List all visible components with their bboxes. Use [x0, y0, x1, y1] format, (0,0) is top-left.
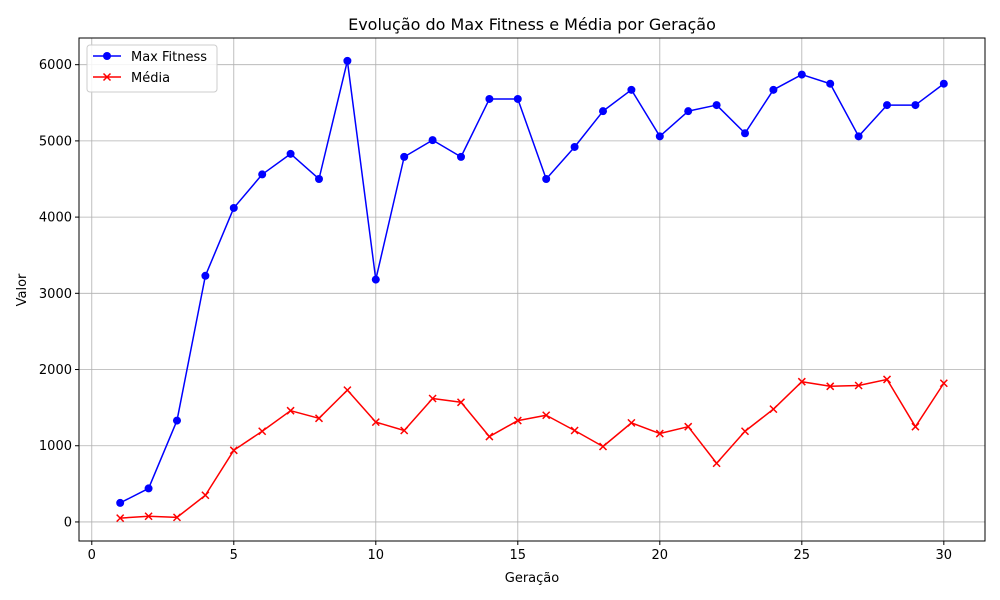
series-1-point: [371, 418, 380, 427]
series-0-point: [826, 79, 835, 88]
series-0-point: [371, 275, 380, 284]
series-0-point: [655, 132, 664, 141]
series-0-point: [485, 94, 494, 103]
series-1-point: [826, 382, 835, 391]
legend-marker-max-fitness: [103, 52, 111, 60]
series-0-point: [144, 484, 153, 493]
series-0-point: [513, 94, 522, 103]
x-tick-label: 25: [794, 548, 811, 563]
series-1-point: [172, 513, 182, 522]
series-0-point: [201, 271, 210, 280]
series-1-point: [116, 514, 125, 523]
series-1-point: [286, 406, 295, 415]
grid-lines: [79, 38, 985, 541]
series-1-point: [598, 442, 608, 451]
series-0-point: [939, 79, 948, 88]
y-tick-label: 3000: [39, 287, 72, 302]
series-1-point: [201, 491, 210, 500]
y-tick-label: 6000: [39, 58, 72, 73]
y-axis-label: Valor: [15, 273, 30, 306]
series-1-point: [655, 429, 664, 438]
series-0-point: [314, 174, 323, 183]
series-0-point: [456, 152, 465, 161]
series-1-point: [740, 427, 750, 436]
x-axis-label: Geração: [505, 571, 559, 586]
y-tick-label: 1000: [39, 439, 72, 454]
series-1-point: [797, 377, 806, 386]
x-tick-label: 10: [368, 548, 385, 563]
series-1-point: [882, 375, 892, 384]
series-1-point: [400, 426, 409, 435]
series-1-point: [570, 426, 579, 435]
chart-title: Evolução do Max Fitness e Média por Gera…: [348, 15, 716, 34]
series-0-line: [119, 60, 945, 504]
series-1-line: [120, 378, 945, 519]
series-1-point: [513, 416, 522, 425]
series-0-point: [599, 107, 608, 116]
x-tick-label: 15: [510, 548, 527, 563]
y-tick-label: 0: [64, 515, 72, 530]
plot-frame: [78, 37, 986, 542]
series-1-point: [627, 418, 636, 427]
series-0-point: [570, 142, 579, 151]
series-1-point: [428, 394, 437, 403]
series-1-point: [456, 398, 466, 407]
y-tick-label: 2000: [39, 363, 72, 378]
series-1-point: [542, 411, 551, 420]
series-1-point: [229, 446, 238, 455]
series-1-point: [343, 386, 352, 395]
series-1-point: [769, 405, 778, 414]
legend-label-max-fitness: Max Fitness: [131, 50, 207, 65]
series-0-point: [428, 136, 437, 145]
legend-label-media: Média: [131, 71, 170, 86]
series-1-point: [485, 432, 494, 441]
x-tick-label: 30: [936, 548, 953, 563]
legend-marker-media: [102, 72, 112, 82]
series-0-point: [172, 416, 181, 425]
x-tick-label: 20: [652, 548, 669, 563]
series-1-point: [314, 414, 324, 423]
series-0-point: [400, 152, 409, 161]
series-1-point: [712, 459, 721, 468]
series-0-point: [684, 107, 693, 116]
x-tick-label: 0: [88, 548, 96, 563]
series-0-point: [542, 174, 551, 183]
series-0-point: [854, 132, 863, 141]
series-0-point: [769, 85, 778, 94]
y-tick-label: 5000: [39, 134, 72, 149]
series-0-point: [797, 70, 806, 79]
legend: Max Fitness Média: [86, 44, 218, 93]
series-0-point: [229, 203, 238, 212]
series-0-point: [627, 85, 636, 94]
series-1-point: [911, 422, 920, 431]
series-0-point: [286, 149, 295, 158]
series-0-point: [712, 101, 721, 110]
series-1-point: [684, 422, 693, 431]
series-1-point: [854, 381, 863, 390]
series-1-point: [939, 379, 948, 388]
series-1-point: [144, 512, 153, 521]
series-0-point: [116, 498, 125, 507]
series-0-point: [741, 129, 750, 138]
series-0-point: [258, 170, 267, 179]
y-tick-label: 4000: [39, 211, 72, 226]
series-1-point: [258, 427, 267, 436]
series-0-point: [343, 56, 352, 65]
series-layer: [116, 56, 948, 523]
series-0-point: [911, 101, 920, 110]
axis-ticks: 0 5 10 15 20 25 30 0 1000 2000 3000 4000 5000 6000: [39, 58, 952, 563]
x-tick-label: 5: [230, 548, 238, 563]
series-0-point: [883, 101, 892, 110]
